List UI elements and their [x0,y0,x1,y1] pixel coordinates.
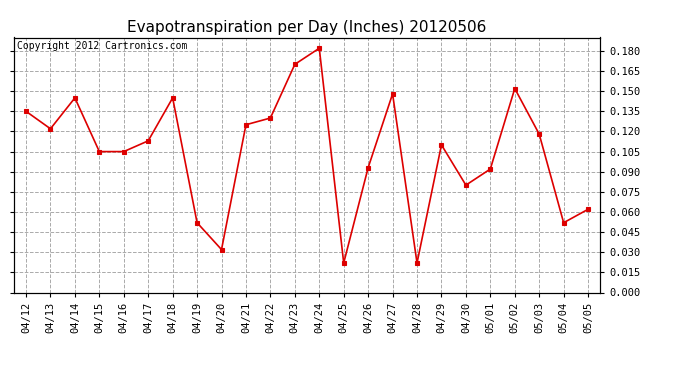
Title: Evapotranspiration per Day (Inches) 20120506: Evapotranspiration per Day (Inches) 2012… [128,20,486,35]
Text: Copyright 2012 Cartronics.com: Copyright 2012 Cartronics.com [17,41,187,51]
